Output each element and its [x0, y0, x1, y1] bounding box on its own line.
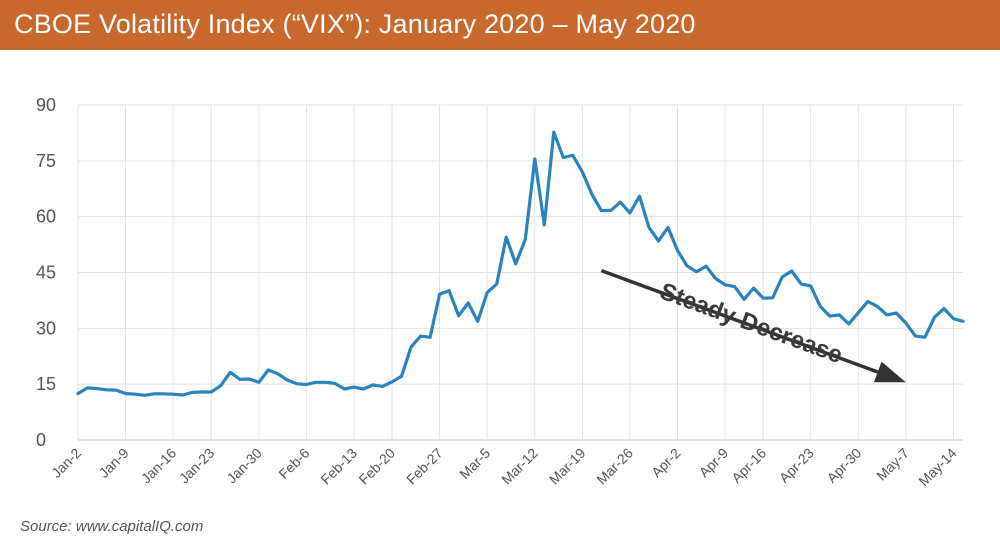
- x-tick-label: Feb-13: [317, 445, 360, 488]
- x-tick-label: Apr-30: [823, 445, 864, 486]
- x-tick-label: Jan-23: [176, 445, 218, 487]
- x-tick-label: May-7: [873, 445, 912, 484]
- x-tick-label: Apr-2: [648, 445, 684, 481]
- x-tick-label: Mar-26: [593, 445, 636, 488]
- x-tick-label: Feb-27: [403, 445, 446, 488]
- x-tick-label: Mar-19: [546, 445, 589, 488]
- y-tick-label: 75: [36, 151, 56, 171]
- y-tick-label: 0: [36, 430, 46, 450]
- x-tick-label: Apr-23: [776, 445, 817, 486]
- annotation-arrow-head: [874, 361, 906, 383]
- x-tick-label: May-14: [915, 445, 959, 489]
- x-tick-label: Apr-16: [728, 445, 769, 486]
- y-tick-label: 15: [36, 374, 56, 394]
- x-tick-label: Jan-9: [96, 445, 132, 481]
- chart-title: CBOE Volatility Index (“VIX”): January 2…: [14, 9, 696, 39]
- x-tick-label: Feb-20: [355, 445, 398, 488]
- source-note: Source: www.capitalIQ.com: [20, 518, 204, 535]
- y-axis-ticks: 0 15 30 45 60 75 90: [36, 95, 56, 450]
- annotation-arrow-shaft: [600, 268, 879, 374]
- series-layer: [76, 130, 965, 397]
- y-tick-label: 60: [36, 207, 56, 227]
- x-tick-label: Jan-16: [138, 445, 180, 487]
- x-tick-label: Jan-30: [223, 445, 265, 487]
- title-bar: CBOE Volatility Index (“VIX”): January 2…: [0, 0, 1000, 50]
- x-tick-label: Mar-12: [498, 445, 541, 488]
- y-tick-label: 90: [36, 95, 56, 115]
- vix-series-line: [76, 130, 965, 397]
- y-tick-label: 30: [36, 318, 56, 338]
- x-tick-label: Apr-9: [696, 445, 732, 481]
- x-tick-label: Mar-5: [456, 445, 493, 482]
- x-tick-label: Feb-6: [275, 445, 312, 482]
- y-tick-label: 45: [36, 263, 56, 283]
- grid-lines: [77, 104, 963, 441]
- x-tick-label: Jan-2: [48, 445, 84, 481]
